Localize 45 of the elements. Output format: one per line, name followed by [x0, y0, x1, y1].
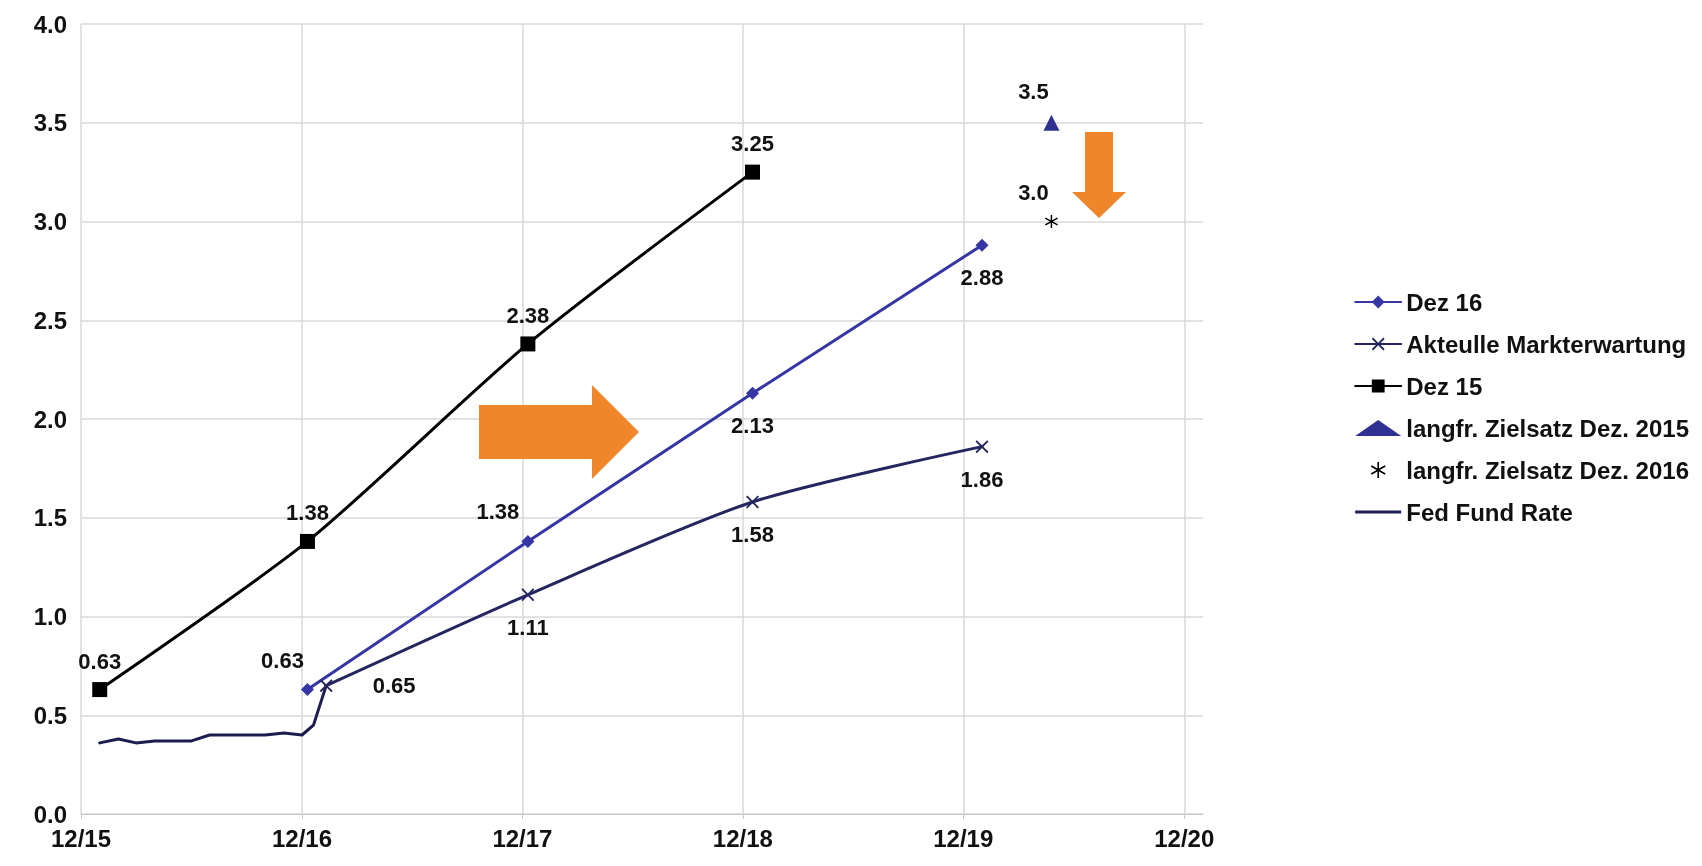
x-tick-label: 12/16: [271, 824, 333, 852]
point: [745, 164, 761, 180]
data-label: 3.5: [1018, 79, 1049, 105]
data-label: 1.38: [476, 499, 520, 525]
point: [92, 682, 108, 698]
data-label: 2.88: [960, 265, 1004, 291]
x-tick-label: 12/19: [933, 824, 994, 852]
y-tick-label: 0.5: [33, 701, 67, 729]
y-tick-label: 1.0: [33, 603, 67, 630]
y-tick-label: 1.5: [33, 504, 67, 532]
legend-label: Dez 15: [1406, 372, 1483, 400]
data-label: 1.86: [960, 466, 1004, 492]
x-tick-label: 12/20: [1154, 824, 1215, 852]
data-label: 0.63: [261, 647, 304, 673]
legend-label: Dez 16: [1406, 288, 1483, 316]
data-label: 0.63: [78, 648, 122, 674]
point: [300, 683, 314, 697]
y-tick-label: 3.5: [33, 109, 67, 137]
y-tick-label: 3.0: [33, 208, 67, 235]
data-label: 3.0: [1018, 179, 1049, 205]
legend-label: Fed Fund Rate: [1406, 498, 1573, 526]
y-tick-label: 2.5: [33, 306, 67, 334]
data-label: 2.38: [506, 302, 550, 328]
point: [1044, 215, 1058, 228]
point: [1043, 114, 1060, 131]
legend-label: Akteulle Markterwartung: [1406, 330, 1687, 358]
y-tick-label: 4.0: [33, 10, 67, 38]
point: [746, 386, 760, 400]
point: [299, 533, 315, 549]
data-label: 3.25: [731, 131, 774, 157]
point: [521, 534, 535, 548]
x-tick-label: 12/17: [492, 824, 553, 852]
data-label: 1.58: [731, 521, 774, 547]
x-tick-label: 12/18: [712, 824, 773, 852]
y-tick-label: 2.0: [33, 405, 67, 433]
data-label: 2.13: [731, 413, 774, 439]
point: [975, 238, 989, 252]
point: [319, 679, 333, 693]
point: [520, 336, 536, 352]
data-label: 1.38: [286, 500, 329, 526]
legend-label: langfr. Zielsatz Dez. 2015: [1406, 414, 1690, 442]
data-label: 1.11: [507, 614, 549, 640]
point: [521, 588, 535, 602]
data-label: 0.65: [372, 673, 416, 699]
legend-label: langfr. Zielsatz Dez. 2016: [1406, 456, 1690, 484]
